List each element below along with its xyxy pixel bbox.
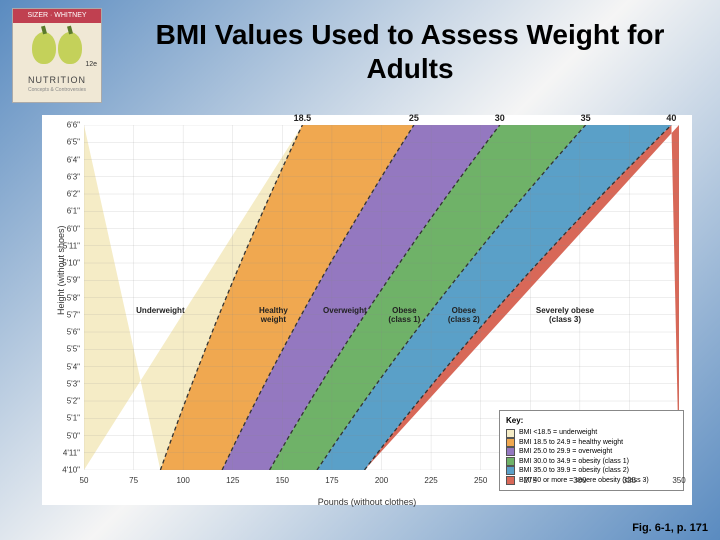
x-tick-label: 75 (129, 476, 138, 485)
y-tick-label: 5'8" (56, 293, 80, 302)
x-tick-label: 225 (424, 476, 437, 485)
x-tick-label: 200 (375, 476, 388, 485)
y-tick-label: 4'10" (56, 466, 80, 475)
bmi-boundary-label: 40 (666, 113, 676, 123)
legend-swatch (506, 457, 515, 466)
y-tick-label: 6'2" (56, 190, 80, 199)
legend-text: BMI 18.5 to 24.9 = healthy weight (519, 438, 623, 447)
bmi-boundary-label: 18.5 (294, 113, 312, 123)
x-tick-label: 300 (573, 476, 586, 485)
legend-row: BMI 30.0 to 34.9 = obesity (class 1) (506, 457, 677, 466)
legend-row: BMI 35.0 to 39.9 = obesity (class 2) (506, 466, 677, 475)
legend-row: BMI 18.5 to 24.9 = healthy weight (506, 438, 677, 447)
x-tick-label: 150 (276, 476, 289, 485)
legend-row: BMI <18.5 = underweight (506, 428, 677, 437)
legend-text: BMI 30.0 to 34.9 = obesity (class 1) (519, 457, 629, 466)
legend-swatch (506, 466, 515, 475)
x-tick-label: 350 (672, 476, 685, 485)
x-tick-label: 125 (226, 476, 239, 485)
bmi-boundary-label: 30 (495, 113, 505, 123)
y-tick-label: 5'1" (56, 414, 80, 423)
zone-label: Obese(class 2) (429, 307, 499, 325)
y-tick-label: 5'7" (56, 310, 80, 319)
y-tick-label: 5'2" (56, 397, 80, 406)
x-tick-label: 100 (176, 476, 189, 485)
legend-swatch (506, 438, 515, 447)
bmi-boundary-label: 25 (409, 113, 419, 123)
zone-label: Healthyweight (238, 307, 308, 325)
y-tick-label: 5'11" (56, 241, 80, 250)
legend-text: BMI 25.0 to 29.9 = overweight (519, 447, 612, 456)
book-title: NUTRITION (13, 73, 101, 87)
x-tick-label: 50 (80, 476, 89, 485)
legend-swatch (506, 429, 515, 438)
bmi-boundary-label: 35 (581, 113, 591, 123)
bmi-chart: Height (without shoes) Pounds (without c… (42, 115, 692, 505)
x-tick-label: 325 (623, 476, 636, 485)
figure-caption: Fig. 6-1, p. 171 (632, 522, 708, 534)
y-tick-label: 6'0" (56, 224, 80, 233)
y-tick-label: 5'4" (56, 362, 80, 371)
publisher-banner: SIZER · WHITNEY (13, 9, 101, 23)
legend-swatch (506, 476, 515, 485)
textbook-cover-thumbnail: SIZER · WHITNEY 12e NUTRITION Concepts &… (12, 8, 102, 103)
y-tick-label: 5'3" (56, 379, 80, 388)
x-tick-label: 275 (524, 476, 537, 485)
y-tick-label: 5'6" (56, 328, 80, 337)
y-tick-label: 6'5" (56, 138, 80, 147)
zone-label: Severely obese(class 3) (530, 307, 600, 325)
x-axis-label: Pounds (without clothes) (318, 497, 417, 507)
legend-text: BMI <18.5 = underweight (519, 428, 597, 437)
y-tick-label: 6'6" (56, 121, 80, 130)
y-tick-label: 6'1" (56, 207, 80, 216)
book-subtitle: Concepts & Controversies (13, 87, 101, 93)
legend-swatch (506, 447, 515, 456)
slide-title: BMI Values Used to Assess Weight for Adu… (140, 18, 680, 85)
legend-title: Key: (506, 416, 677, 427)
zone-label: Underweight (125, 307, 195, 316)
x-tick-label: 175 (325, 476, 338, 485)
y-tick-label: 5'5" (56, 345, 80, 354)
y-tick-label: 4'11" (56, 448, 80, 457)
y-tick-label: 5'9" (56, 276, 80, 285)
y-tick-label: 5'10" (56, 259, 80, 268)
edition-badge: 12e (85, 61, 97, 68)
x-tick-label: 250 (474, 476, 487, 485)
legend-text: BMI 35.0 to 39.9 = obesity (class 2) (519, 466, 629, 475)
legend-row: BMI 25.0 to 29.9 = overweight (506, 447, 677, 456)
y-tick-label: 6'4" (56, 155, 80, 164)
y-tick-label: 6'3" (56, 172, 80, 181)
y-tick-label: 5'0" (56, 431, 80, 440)
